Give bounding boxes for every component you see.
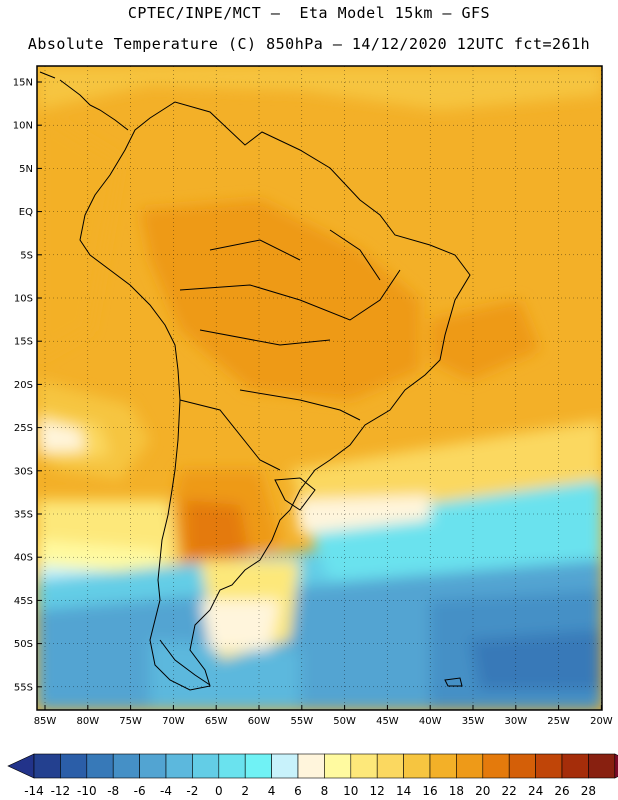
lat-label: 10N [13, 121, 33, 132]
lon-label: 25W [547, 716, 570, 727]
lon-label: 20W [590, 716, 613, 727]
temperature-colorbar [7, 753, 618, 779]
colorbar-swatch [86, 753, 114, 779]
colorbar-over-arrow [614, 753, 618, 779]
lon-label: 70W [162, 716, 185, 727]
colorbar-label: 24 [528, 784, 543, 798]
lon-label: 35W [462, 716, 485, 727]
colorbar-label: 26 [554, 784, 569, 798]
lat-label: 5S [20, 250, 33, 261]
colorbar-swatch [456, 753, 484, 779]
lon-label: 50W [333, 716, 356, 727]
colorbar-swatch [112, 753, 140, 779]
lat-label: 20S [14, 380, 33, 391]
colorbar-label: 16 [422, 784, 437, 798]
lat-label: 5N [19, 164, 33, 175]
lat-label: 25S [14, 423, 33, 434]
colorbar-swatch [244, 753, 272, 779]
colorbar-label: -10 [77, 784, 97, 798]
longitude-labels: 85W 80W 75W 70W 65W 60W 55W 50W 45W 40W 35W 30W 25W 2… [34, 705, 613, 727]
colorbar-swatch [376, 753, 404, 779]
colorbar-swatch [139, 753, 167, 779]
lat-label: 50S [14, 639, 33, 650]
lon-label: 85W [34, 716, 57, 727]
colorbar-swatch [403, 753, 431, 779]
lat-label: 40S [14, 553, 33, 564]
colorbar-swatch [271, 753, 299, 779]
latitude-labels: 15N 10N 5N EQ 5S 10S 15S 20S 25S 30S 35S 40S 45S 50S 5… [13, 78, 42, 693]
lon-label: 30W [504, 716, 527, 727]
colorbar-swatch [218, 753, 246, 779]
colorbar-label: 8 [321, 784, 329, 798]
colorbar-label: 20 [475, 784, 490, 798]
colorbar-swatch [60, 753, 88, 779]
colorbar-label: 4 [268, 784, 276, 798]
colorbar-swatch [561, 753, 589, 779]
colorbar-swatch [482, 753, 510, 779]
map-title-line2: Absolute Temperature (C) 850hPa – 14/12/… [27, 35, 591, 53]
colorbar-label: 28 [581, 784, 596, 798]
colorbar-label: -2 [186, 784, 198, 798]
map-title-line1: CPTEC/INPE/MCT – Eta Model 15km – GFS [127, 4, 491, 22]
colorbar-swatch [324, 753, 352, 779]
lon-label: 80W [76, 716, 99, 727]
lat-label: 30S [14, 466, 33, 477]
colorbar-swatch [429, 753, 457, 779]
lat-label: EQ [19, 207, 33, 218]
colorbar-label: 18 [449, 784, 464, 798]
colorbar-swatch [165, 753, 193, 779]
colorbar-label: 22 [502, 784, 517, 798]
lat-label: 55S [14, 682, 33, 693]
colorbar-swatch [588, 753, 616, 779]
colorbar-label: 10 [343, 784, 358, 798]
colorbar-label: -8 [107, 784, 119, 798]
colorbar-label: 0 [215, 784, 223, 798]
colorbar-swatch [535, 753, 563, 779]
lon-label: 75W [119, 716, 142, 727]
lat-label: 35S [14, 510, 33, 521]
colorbar-label: 14 [396, 784, 411, 798]
colorbar-label: -12 [51, 784, 71, 798]
lon-label: 60W [248, 716, 271, 727]
colorbar-label: -14 [24, 784, 44, 798]
colorbar-label: 2 [241, 784, 249, 798]
temperature-field [37, 66, 602, 710]
colorbar-under-arrow [7, 753, 35, 779]
colorbar-swatch [192, 753, 220, 779]
colorbar-labels: -14 -12 -10 -8 -6 -4 -2 0 2 4 6 8 10 12 14 16 18 20 22 24 26… [24, 784, 596, 798]
colorbar-swatch [508, 753, 536, 779]
coastline-outline [39, 71, 471, 691]
lat-label: 45S [14, 596, 33, 607]
colorbar-swatch [33, 753, 61, 779]
lon-label: 40W [419, 716, 442, 727]
colorbar-swatch [297, 753, 325, 779]
lat-label: 10S [14, 294, 33, 305]
lon-label: 55W [290, 716, 313, 727]
map-frame [36, 65, 603, 711]
colorbar-label: -6 [134, 784, 146, 798]
lat-label: 15S [14, 337, 33, 348]
colorbar-label: -4 [160, 784, 172, 798]
colorbar-label: 6 [294, 784, 302, 798]
colorbar-swatch [350, 753, 378, 779]
lon-label: 65W [205, 716, 228, 727]
lon-label: 45W [376, 716, 399, 727]
colorbar-label: 12 [370, 784, 385, 798]
lat-label: 15N [13, 78, 33, 89]
